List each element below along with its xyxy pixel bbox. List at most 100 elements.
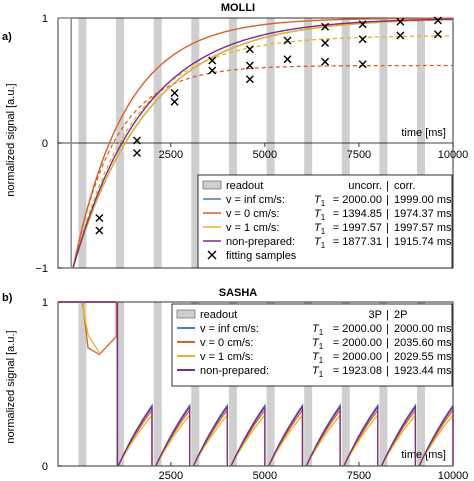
series-line-3-recovery: [192, 404, 228, 467]
legend-row-label: v = 0 cm/s:: [226, 208, 280, 220]
fitting-sample-marker: [396, 17, 405, 26]
legend-readout-swatch: [202, 180, 222, 190]
legend-readout-swatch: [176, 309, 196, 319]
series-fit-line-1: [72, 64, 453, 269]
legend-a: readout uncorr. | corr. v = inf cm/s: T1 = 200…: [197, 174, 453, 269]
legend-row-sep: |: [386, 365, 389, 377]
legend-row-uncorr: = 1394.85: [333, 208, 382, 220]
x-tick-label: 7500: [347, 149, 371, 161]
legend-row-t1-label: T1: [312, 351, 324, 365]
legend-row-sep: |: [386, 208, 389, 220]
legend-frame: [197, 174, 453, 269]
series-line-2-recovery: [380, 413, 417, 467]
y-tick-label: 1: [42, 297, 48, 309]
inversion-pulse-trace: [58, 17, 74, 269]
legend-header-sep: |: [386, 180, 389, 192]
legend-row-sep: |: [386, 351, 389, 363]
legend-samples-marker: [207, 250, 217, 260]
y-tick-label: 0: [42, 461, 48, 473]
legend-row-label: non-prepared:: [226, 236, 295, 248]
legend-row-corr: 2000.00 ms: [394, 323, 452, 335]
fitting-sample-marker: [433, 16, 442, 25]
legend-row-uncorr: = 2000.00: [333, 194, 382, 206]
panel-a-title: MOLLI: [221, 2, 255, 14]
legend-row-corr: 2035.60 ms: [394, 337, 452, 349]
y-tick-label: 0: [42, 138, 48, 150]
legend-row-label: non-prepared:: [200, 365, 269, 377]
fitting-sample-marker: [170, 97, 179, 106]
legend-readout-label: readout: [200, 309, 237, 321]
legend-readout-label: readout: [226, 180, 263, 192]
legend-row-t1-label: T1: [314, 194, 326, 208]
fitting-sample-marker: [208, 56, 217, 65]
readout-bar: [153, 302, 162, 466]
series-line-1: [72, 17, 453, 269]
fitting-sample-marker: [283, 36, 292, 45]
panel-b-ylabel: normalized signal [a.u.]: [5, 330, 17, 443]
fitting-sample-marker: [133, 136, 141, 145]
fitting-sample-marker: [358, 35, 367, 44]
fitting-sample-marker: [396, 31, 405, 40]
y-tick-label: 1: [42, 13, 48, 25]
x-tick-label: 7500: [347, 470, 371, 481]
legend-row-t1-label: T1: [314, 222, 326, 236]
legend-row-sep: |: [386, 323, 389, 335]
fitting-sample-marker: [245, 61, 254, 70]
legend-header-uncorr: uncorr.: [348, 180, 382, 192]
legend-row-uncorr: = 2000.00: [333, 351, 382, 363]
fitting-sample-marker: [358, 20, 367, 29]
legend-header-corr: corr.: [394, 180, 415, 192]
panel-a-plot: 2500 5000 7500 10000 −1 0 1 time [ms] readout unc…: [35, 13, 468, 275]
legend-row-corr: 1915.74 ms: [394, 236, 452, 248]
fitting-sample-marker: [133, 149, 141, 157]
panel-b-title: SASHA: [219, 287, 258, 299]
fitting-sample-marker: [95, 214, 104, 222]
series-line-3-recovery: [230, 404, 266, 467]
series-line-1-first-readout: [81, 301, 117, 356]
legend-row-label: v = 1 cm/s:: [200, 351, 254, 363]
series-line-3-recovery: [343, 404, 379, 467]
x-tick-label: 10000: [438, 470, 469, 481]
x-tick-label: 10000: [438, 149, 469, 161]
legend-header-corr: 2P: [394, 309, 407, 321]
series-line-2-recovery: [155, 413, 191, 467]
fitting-sample-marker: [283, 55, 292, 64]
series-line-2-recovery: [343, 413, 379, 467]
legend-row-uncorr: = 1923.08: [333, 365, 382, 377]
legend-row-uncorr: = 1997.57: [333, 222, 382, 234]
panel-b-label: b): [2, 292, 13, 304]
legend-row-t1-label: T1: [314, 236, 326, 250]
legend-row-sep: |: [386, 337, 389, 349]
series-line-3-recovery: [380, 404, 417, 467]
series-line-3-recovery: [305, 404, 341, 467]
x-axis-label: time [ms]: [401, 127, 446, 139]
fitting-sample-marker: [95, 226, 104, 235]
panel-a-ylabel: normalized signal [a.u.]: [5, 83, 17, 196]
series-line-3: [72, 18, 453, 269]
legend-row-label: v = inf cm/s:: [200, 323, 259, 335]
fitting-sample-marker: [170, 89, 179, 97]
series-fit-line-2: [72, 35, 453, 269]
series-line-2-recovery: [117, 413, 153, 467]
y-tick-label: −1: [35, 263, 48, 275]
legend-header-sep: |: [386, 309, 389, 321]
legend-row-t1-label: T1: [312, 323, 324, 337]
series-line-2-recovery: [305, 413, 341, 467]
legend-b: readout 3P | 2P v = inf cm/s: T1 = 2000.00 | 200…: [171, 303, 453, 387]
plot-frame: [57, 301, 454, 467]
legend-samples-label: fitting samples: [226, 250, 297, 262]
legend-frame: [171, 303, 453, 387]
legend-row-t1-label: T1: [312, 337, 324, 351]
legend-row-sep: |: [386, 194, 389, 206]
fitting-sample-marker: [358, 60, 367, 69]
series-line-2: [72, 18, 453, 269]
series-line-3-recovery: [268, 404, 304, 467]
legend-row-corr: 1997.57 ms: [394, 222, 452, 234]
series-line-3-recovery: [117, 404, 153, 467]
series-line-3-recovery: [155, 404, 191, 467]
legend-row-uncorr: = 2000.00: [333, 337, 382, 349]
series-line-3-recovery: [418, 404, 454, 467]
legend-row-t1-label: T1: [312, 365, 324, 379]
